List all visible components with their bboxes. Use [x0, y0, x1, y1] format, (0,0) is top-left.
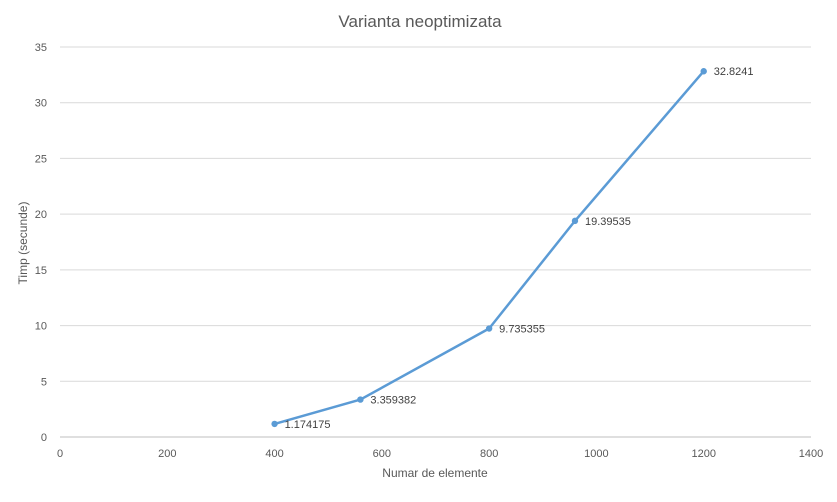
y-tick-label: 0 — [41, 432, 47, 444]
x-axis-ticks: 0 200 400 600 800 1000 1200 1400 — [57, 448, 823, 460]
y-tick-label: 5 — [41, 376, 47, 388]
x-tick-label: 0 — [57, 448, 63, 460]
y-tick-label: 35 — [35, 42, 47, 54]
series-line — [273, 69, 705, 426]
x-tick-label: 200 — [158, 448, 176, 460]
data-label: 1.174175 — [285, 419, 331, 431]
data-point — [700, 68, 707, 75]
y-axis-label: Timp (secunde) — [16, 202, 30, 285]
data-label: 19.39535 — [585, 216, 631, 228]
x-tick-label: 1000 — [584, 448, 608, 460]
x-tick-label: 400 — [265, 448, 283, 460]
data-point — [271, 420, 278, 428]
data-label: 3.359382 — [370, 395, 416, 407]
x-tick-label: 1400 — [799, 448, 823, 460]
data-point — [357, 396, 364, 403]
y-tick-label: 25 — [35, 153, 47, 165]
x-tick-label: 1200 — [691, 448, 715, 460]
y-tick-label: 15 — [35, 265, 47, 277]
data-label: 32.8241 — [714, 66, 754, 78]
data-point — [571, 217, 579, 225]
y-axis-ticks: 0 5 10 15 20 25 30 35 — [35, 42, 47, 444]
data-point — [485, 325, 493, 332]
x-axis-label: Numar de elemente — [382, 466, 488, 480]
series-layer: 1.174175 3.359382 9.735355 19.39535 32.8241 — [271, 66, 753, 431]
x-tick-label: 800 — [480, 448, 498, 460]
y-tick-label: 10 — [35, 321, 47, 333]
chart-title: Varianta neoptimizata — [338, 12, 502, 31]
y-tick-label: 20 — [35, 209, 47, 221]
data-label: 9.735355 — [499, 324, 545, 336]
gridlines — [60, 46, 811, 438]
x-tick-label: 600 — [373, 448, 391, 460]
y-tick-label: 30 — [35, 98, 47, 110]
